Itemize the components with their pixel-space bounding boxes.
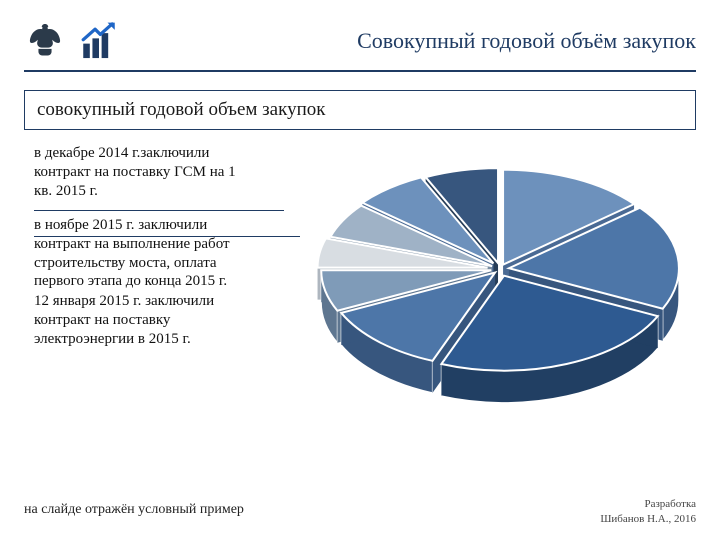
subtitle-box: совокупный годовой объем закупок xyxy=(24,90,696,130)
annotation-2-text: в ноябре 2015 г. заключили контракт на в… xyxy=(34,216,244,291)
page-title: Совокупный годовой объём закупок xyxy=(132,28,696,54)
annotation-1: в декабре 2014 г.заключили контракт на п… xyxy=(34,144,244,200)
annotation-3: 12 января 2015 г. заключили контракт на … xyxy=(34,292,244,348)
pie-chart xyxy=(300,134,700,444)
annotation-3-text: 12 января 2015 г. заключили контракт на … xyxy=(34,292,244,348)
footer-credit-line1: Разработка xyxy=(600,497,696,511)
annotation-2: в ноябре 2015 г. заключили контракт на в… xyxy=(34,216,244,291)
leader-line-2 xyxy=(34,236,300,237)
footer-note: на слайде отражён условный пример xyxy=(24,502,244,518)
annotation-1-text: в декабре 2014 г.заключили контракт на п… xyxy=(34,144,244,200)
leader-line-1 xyxy=(34,210,284,211)
footer-credit-line2: Шибанов Н.А., 2016 xyxy=(600,512,696,526)
growth-chart-icon xyxy=(78,20,120,62)
header-divider xyxy=(24,70,696,72)
content-area: в декабре 2014 г.заключили контракт на п… xyxy=(0,144,720,464)
footer-credit: Разработка Шибанов Н.А., 2016 xyxy=(600,497,696,526)
eagle-icon xyxy=(24,20,66,62)
subtitle-text: совокупный годовой объем закупок xyxy=(37,99,325,120)
